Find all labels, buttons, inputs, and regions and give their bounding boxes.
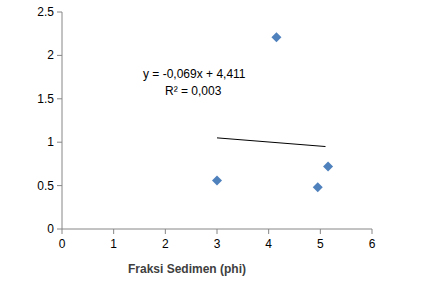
x-tick-label: 6 [369,237,376,251]
y-tick [57,55,62,56]
chart-container: 0 0.5 1 1.5 2 2.5 0 1 2 3 4 5 6 Fraksi Sedimen (phi) y… [0,0,421,289]
y-tick [57,185,62,186]
x-tick [217,229,218,234]
x-tick-label: 3 [214,237,221,251]
x-axis-label: Fraksi Sedimen (phi) [128,262,246,276]
x-tick [62,229,63,234]
x-tick [320,229,321,234]
x-tick [268,229,269,234]
chart-svg: 0 0.5 1 1.5 2 2.5 0 1 2 3 4 5 6 Fraksi Sedimen (phi) y… [0,0,421,289]
y-tick-label: 1.5 [37,92,54,106]
x-tick [372,229,373,234]
y-tick [57,12,62,13]
y-axis [62,12,63,229]
x-tick-label: 1 [110,237,117,251]
y-tick [57,229,62,230]
trend-line [217,138,326,147]
y-tick [57,142,62,143]
annotation: R² = 0,003 [165,84,222,98]
point [271,32,281,42]
point [212,175,222,185]
point [313,182,323,192]
x-tick-label: 5 [317,237,324,251]
y-tick-label: 0.5 [37,179,54,193]
y-tick-label: 2 [47,48,54,62]
x-tick [113,229,114,234]
y-tick-label: 2.5 [37,5,54,19]
y-tick-label: 1 [47,135,54,149]
y-tick [57,98,62,99]
x-tick-label: 0 [59,237,66,251]
x-tick [165,229,166,234]
annotation: y = -0,069x + 4,411 [143,67,246,81]
plot-area [212,32,333,192]
x-tick-label: 2 [162,237,169,251]
x-tick-label: 4 [265,237,272,251]
point [323,162,333,172]
y-tick-label: 0 [47,222,54,236]
